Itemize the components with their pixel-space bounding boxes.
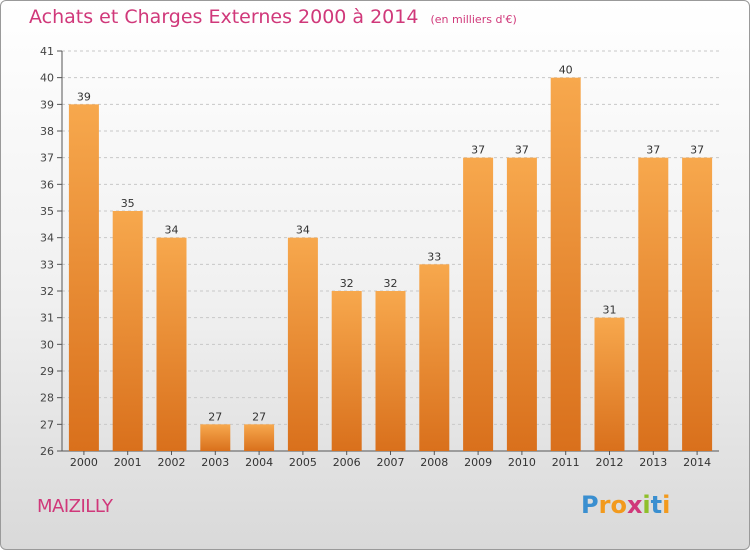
y-tick-label: 31	[40, 312, 54, 325]
data-label-2005: 34	[296, 224, 310, 237]
data-label-2006: 32	[340, 277, 354, 290]
bar-2013	[638, 157, 669, 451]
logo-letter: i	[642, 491, 651, 519]
x-tick-label-2005: 2005	[289, 456, 317, 469]
x-tick-label-2007: 2007	[377, 456, 405, 469]
data-label-2010: 37	[515, 144, 529, 157]
bar-2003	[200, 424, 231, 451]
data-label-2008: 33	[427, 250, 441, 263]
x-tick-label-2001: 2001	[114, 456, 142, 469]
bar-2004	[244, 424, 275, 451]
bar-2008	[419, 264, 450, 451]
chart-title-row: Achats et Charges Externes 2000 à 2014 (…	[29, 6, 517, 28]
y-tick-label: 29	[40, 365, 54, 378]
logo-letter: P	[581, 491, 599, 519]
y-tick-label: 39	[40, 98, 54, 111]
data-label-2014: 37	[690, 144, 704, 157]
y-tick-label: 34	[40, 232, 54, 245]
x-tick-label-2009: 2009	[464, 456, 492, 469]
bar-2011	[550, 77, 581, 452]
y-tick-label: 37	[40, 152, 54, 165]
x-tick-label-2002: 2002	[158, 456, 186, 469]
data-label-2001: 35	[121, 197, 135, 210]
y-tick-label: 30	[40, 338, 54, 351]
y-tick-label: 33	[40, 258, 54, 271]
bar-2010	[506, 157, 537, 451]
x-tick-label-2013: 2013	[639, 456, 667, 469]
y-tick-label: 38	[40, 125, 54, 138]
y-tick-label: 32	[40, 285, 54, 298]
x-tick-label-2006: 2006	[333, 456, 361, 469]
data-label-2000: 39	[77, 90, 91, 103]
logo-letter: t	[650, 491, 663, 519]
proxiti-logo: Proxiti	[581, 491, 670, 519]
data-label-2004: 27	[252, 410, 266, 423]
logo-letter: x	[626, 491, 643, 519]
bar-2012	[594, 317, 625, 451]
data-label-2011: 40	[559, 64, 573, 77]
chart-unit: (en milliers d'€)	[430, 13, 517, 26]
data-label-2012: 31	[603, 304, 617, 317]
commune-name: MAIZILLY	[37, 496, 113, 517]
bar-2002	[156, 237, 187, 451]
data-label-2007: 32	[384, 277, 398, 290]
y-tick-label: 40	[40, 72, 54, 85]
x-tick-label-2012: 2012	[596, 456, 624, 469]
y-tick-label: 28	[40, 392, 54, 405]
data-label-2002: 34	[165, 224, 179, 237]
x-tick-label-2011: 2011	[552, 456, 580, 469]
y-tick-label: 35	[40, 205, 54, 218]
logo-letter: r	[598, 491, 611, 519]
x-tick-label-2004: 2004	[245, 456, 273, 469]
bar-2006	[331, 291, 362, 451]
y-tick-label: 41	[40, 45, 54, 58]
data-label-2013: 37	[646, 144, 660, 157]
y-tick-label: 36	[40, 178, 54, 191]
x-tick-label-2014: 2014	[683, 456, 711, 469]
x-tick-label-2010: 2010	[508, 456, 536, 469]
x-tick-label-2000: 2000	[70, 456, 98, 469]
y-tick-label: 27	[40, 418, 54, 431]
data-label-2003: 27	[208, 410, 222, 423]
bar-2001	[112, 211, 143, 451]
x-tick-label-2008: 2008	[420, 456, 448, 469]
y-tick-label: 26	[40, 445, 54, 458]
x-tick-label-2003: 2003	[201, 456, 229, 469]
logo-letter: o	[610, 491, 627, 519]
bar-2000	[68, 104, 99, 451]
data-label-2009: 37	[471, 144, 485, 157]
chart-title: Achats et Charges Externes 2000 à 2014	[29, 6, 419, 28]
logo-letter: i	[662, 491, 671, 519]
bar-2014	[682, 157, 713, 451]
bar-2009	[463, 157, 494, 451]
bar-2007	[375, 291, 406, 451]
bar-2005	[287, 237, 318, 451]
